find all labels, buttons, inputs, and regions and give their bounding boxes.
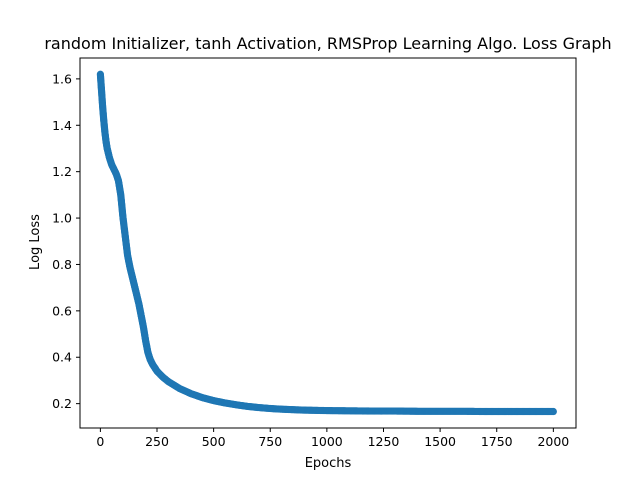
plot-frame	[79, 57, 577, 429]
y-tick-label: 0.2	[52, 396, 72, 411]
x-tick-label: 750	[258, 434, 282, 449]
x-axis-label: Epochs	[305, 456, 352, 471]
x-tick-label: 1500	[424, 434, 456, 449]
x-tick-label: 1250	[368, 434, 400, 449]
x-tick-label: 1750	[481, 434, 513, 449]
y-axis-label: Log Loss	[28, 214, 43, 270]
chart-title: random Initializer, tanh Activation, RMS…	[44, 34, 611, 53]
y-tick-label: 1.4	[52, 118, 72, 133]
y-tick-label: 0.8	[52, 257, 72, 272]
axes: 0 250 500 750 1000 1250 1500 1750 2000 0.2 0.4 0.6 0…	[52, 71, 569, 449]
y-tick-label: 1.6	[52, 71, 72, 86]
data-point	[549, 407, 557, 416]
x-tick-label: 250	[145, 434, 169, 449]
x-tick-label: 500	[202, 434, 226, 449]
x-tick-label: 0	[96, 434, 104, 449]
y-tick-label: 0.4	[52, 350, 72, 365]
y-tick-label: 0.6	[52, 303, 72, 318]
x-tick-label: 1000	[311, 434, 343, 449]
y-tick-label: 1.2	[52, 164, 72, 179]
y-tick-label: 1.0	[52, 211, 72, 226]
data-points	[96, 70, 557, 416]
x-tick-label: 2000	[537, 434, 569, 449]
